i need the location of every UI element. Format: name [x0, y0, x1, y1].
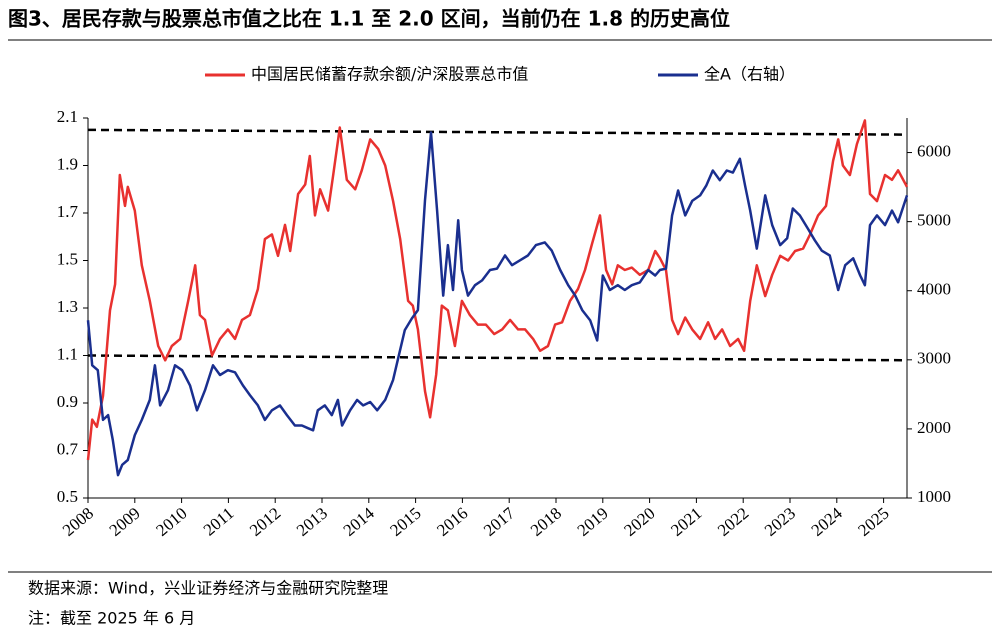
reference-line [87, 354, 908, 362]
x-tick-label: 2023 [761, 504, 799, 540]
x-tick-label: 2014 [340, 503, 379, 540]
x-tick-label: 2019 [574, 504, 612, 540]
y-tick-label: 1.7 [57, 202, 79, 221]
x-tick-label: 2025 [854, 504, 892, 540]
y2-tick-label: 2000 [917, 418, 951, 437]
x-tick-label: 2011 [200, 504, 238, 540]
x-tick-label: 2020 [620, 504, 658, 540]
x-tick-label: 2015 [386, 504, 424, 540]
y2-tick-label: 5000 [917, 211, 951, 230]
series-line [86, 131, 909, 477]
x-tick-label: 2024 [808, 503, 847, 540]
x-tick-label: 2008 [59, 504, 97, 540]
y2-tick-label: 3000 [917, 349, 951, 368]
x-tick-label: 2013 [293, 504, 331, 540]
y2-tick-label: 1000 [917, 487, 951, 506]
chart-title: 图3、居民存款与股票总市值之比在 1.1 至 2.0 区间，当前仍在 1.8 的… [8, 7, 730, 31]
y-tick-label: 1.1 [57, 344, 78, 363]
series-line [86, 119, 909, 461]
y-tick-label: 0.5 [57, 487, 78, 506]
y-tick-label: 2.1 [57, 107, 78, 126]
x-tick-label: 2016 [433, 504, 471, 540]
y2-tick-label: 6000 [917, 141, 951, 160]
y2-tick-label: 4000 [917, 280, 951, 299]
legend-label: 中国居民储蓄存款余额/沪深股票总市值 [251, 65, 528, 84]
x-tick-label: 2017 [480, 503, 519, 540]
x-tick-label: 2012 [246, 504, 284, 540]
x-tick-label: 2009 [106, 504, 144, 540]
legend-label: 全A（右轴） [704, 65, 795, 84]
y-tick-label: 0.9 [57, 392, 78, 411]
y-tick-label: 1.3 [57, 297, 78, 316]
note: 注：截至 2025 年 6 月 [28, 609, 195, 628]
reference-line [87, 128, 908, 136]
y-tick-label: 0.7 [57, 439, 79, 458]
x-tick-label: 2010 [152, 504, 190, 540]
source: 数据来源：Wind，兴业证券经济与金融研究院整理 [28, 579, 388, 598]
x-tick-label: 2021 [667, 504, 705, 540]
y-tick-label: 1.9 [57, 154, 78, 173]
x-tick-label: 2018 [527, 504, 565, 540]
x-tick-label: 2022 [714, 504, 752, 540]
y-tick-label: 1.5 [57, 249, 78, 268]
